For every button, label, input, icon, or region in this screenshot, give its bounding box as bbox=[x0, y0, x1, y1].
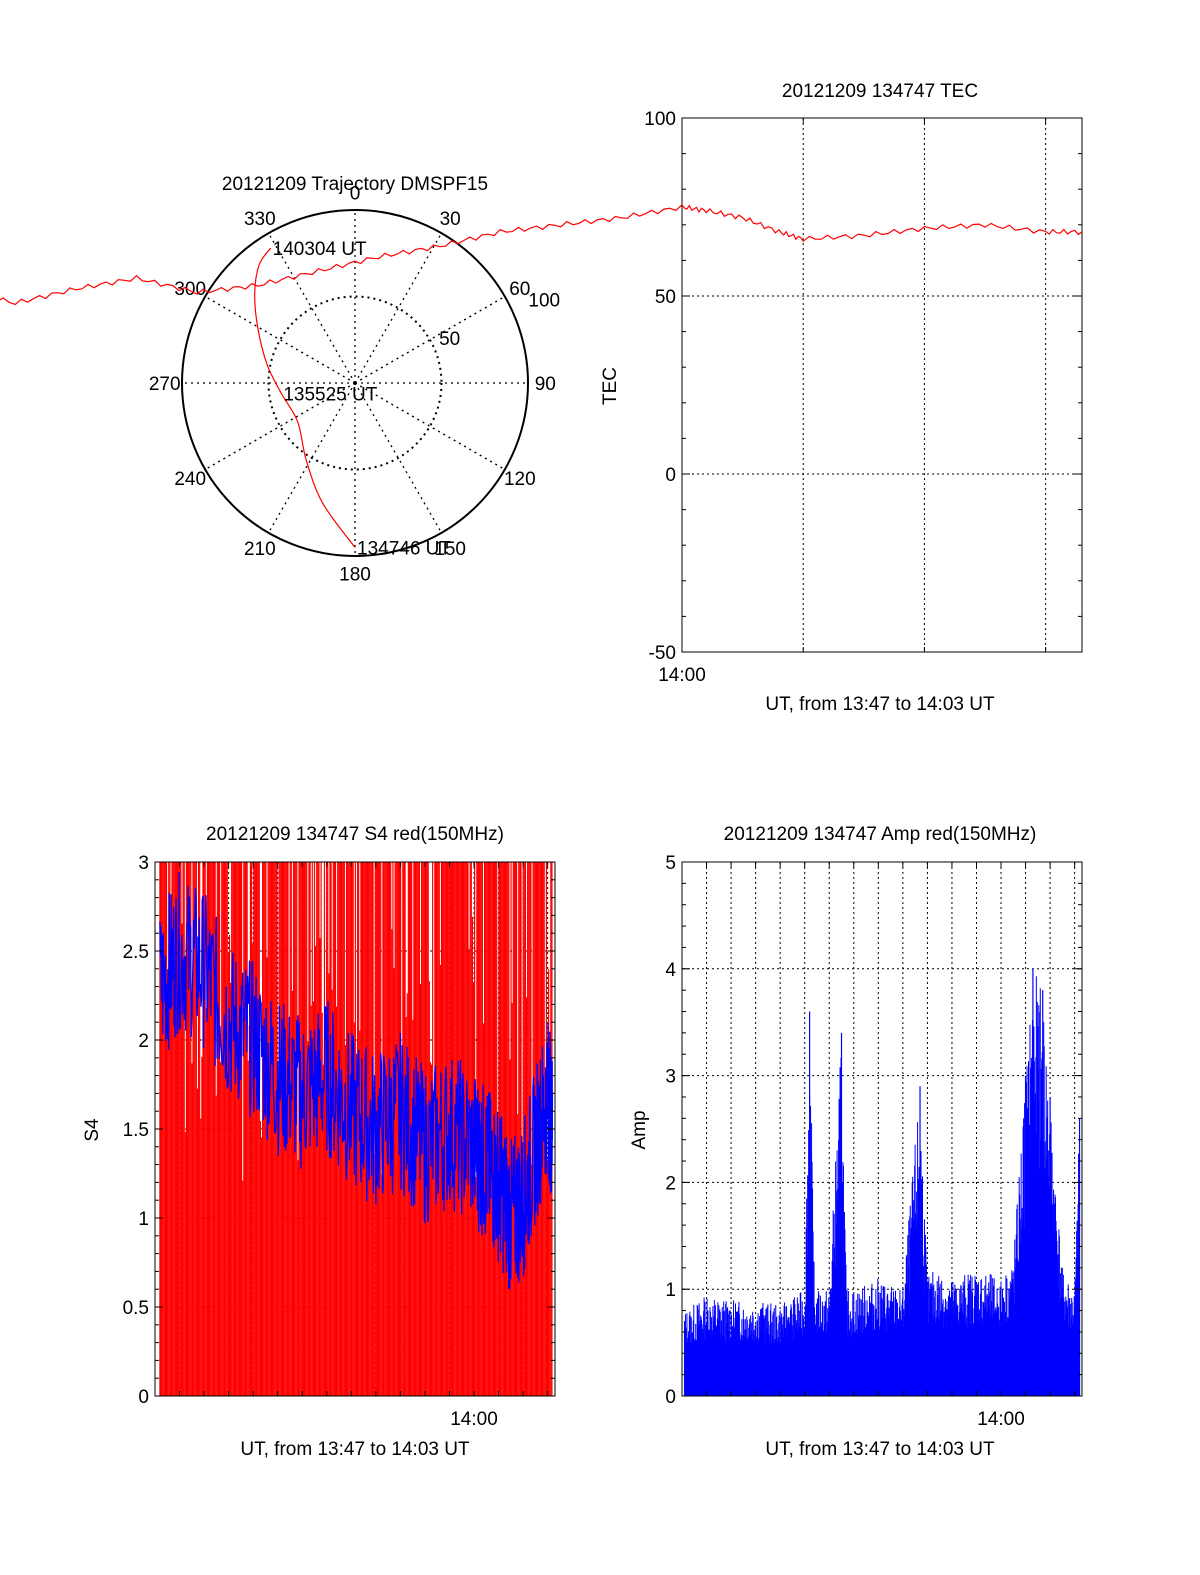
tec-x-ticks: 14:00 bbox=[658, 118, 1047, 686]
y-tick-label: -50 bbox=[649, 643, 676, 664]
y-tick-label: 50 bbox=[655, 287, 676, 308]
polar-spoke bbox=[354, 382, 506, 471]
s4-x-ticks: 14:00 bbox=[154, 862, 549, 1430]
s4-red-series bbox=[159, 862, 553, 1396]
y-tick-label: 2 bbox=[138, 1031, 149, 1052]
polar-angle-label: 60 bbox=[509, 279, 530, 300]
y-tick-label: 0 bbox=[665, 465, 676, 486]
amp-title: 20121209 134747 Amp red(150MHz) bbox=[724, 824, 1037, 845]
y-tick-label: 1 bbox=[665, 1280, 676, 1301]
amp-blue-series bbox=[683, 968, 1081, 1396]
s4-blue-series bbox=[159, 871, 554, 1290]
polar-outer-circle bbox=[181, 209, 529, 557]
tec-grid bbox=[682, 118, 1082, 652]
polar-angle-label: 120 bbox=[504, 469, 536, 490]
polar-angle-label: 270 bbox=[149, 374, 181, 395]
trajectory-time-label: 134746 UT bbox=[357, 538, 451, 559]
tec-y-ticks: -50 0 50 100 bbox=[644, 109, 1082, 664]
s4-title: 20121209 134747 S4 red(150MHz) bbox=[206, 824, 504, 845]
polar-angle-label: 210 bbox=[244, 539, 276, 560]
polar-angle-label: 240 bbox=[174, 469, 206, 490]
s4-panel: 20121209 134747 S4 red(150MHz) 0 0.5 1 1.5 2… bbox=[82, 824, 556, 1460]
amp-plot-frame bbox=[681, 861, 1083, 1397]
amp-panel: 20121209 134747 Amp red(150MHz) 0 1 2 3 4 5 1… bbox=[629, 824, 1083, 1460]
polar-spoke bbox=[267, 232, 356, 384]
y-tick-label: 5 bbox=[665, 853, 676, 874]
polar-angle-label: 0 bbox=[350, 184, 361, 205]
s4-y-ticks: 0 0.5 1 1.5 2 2.5 3 bbox=[123, 853, 555, 1408]
amp-x-axis-label: UT, from 13:47 to 14:03 UT bbox=[765, 1439, 995, 1460]
amp-y-ticks: 0 1 2 3 4 5 bbox=[665, 853, 1082, 1408]
polar-spoke bbox=[267, 382, 356, 534]
y-tick-label: 1 bbox=[138, 1209, 149, 1230]
polar-spokes bbox=[182, 210, 528, 556]
y-tick-label: 1.5 bbox=[123, 1120, 149, 1141]
polar-radial-label: 100 bbox=[528, 291, 560, 312]
y-tick-label: 3 bbox=[138, 853, 149, 874]
y-tick-label: 2.5 bbox=[123, 942, 149, 963]
polar-spoke bbox=[354, 232, 443, 384]
polar-radial-label: 50 bbox=[439, 329, 460, 350]
tec-x-axis-label: UT, from 13:47 to 14:03 UT bbox=[765, 694, 995, 715]
trajectory-time-label: 140304 UT bbox=[273, 239, 367, 260]
trajectory-line bbox=[254, 247, 356, 548]
polar-spoke bbox=[354, 382, 443, 534]
amp-y-axis-label: Amp bbox=[629, 1110, 650, 1149]
polar-angle-label: 300 bbox=[174, 279, 206, 300]
polar-title: 20121209 Trajectory DMSPF15 bbox=[222, 174, 488, 195]
polar-angle-label: 30 bbox=[440, 209, 461, 230]
x-tick-label: 14:00 bbox=[977, 1409, 1025, 1430]
s4-x-axis-label: UT, from 13:47 to 14:03 UT bbox=[240, 1439, 470, 1460]
polar-inner-circle bbox=[267, 295, 443, 471]
y-tick-label: 2 bbox=[665, 1173, 676, 1194]
polar-angle-label: 330 bbox=[244, 209, 276, 230]
polar-trajectory-panel: 20121209 Trajectory DMSPF15 0 30 60 90 120 15… bbox=[149, 174, 560, 585]
polar-spoke bbox=[204, 382, 356, 471]
tec-y-axis-label: TEC bbox=[600, 367, 621, 405]
polar-angle-label: 150 bbox=[434, 539, 466, 560]
polar-spoke bbox=[354, 295, 506, 384]
trajectory-time-label: 135525 UT bbox=[283, 384, 377, 405]
polar-angle-label: 180 bbox=[339, 564, 371, 585]
s4-blue-line bbox=[159, 871, 554, 1290]
y-tick-label: 4 bbox=[665, 960, 676, 981]
polar-angle-labels: 0 30 60 90 120 150 180 210 240 270 300 330 bbox=[149, 184, 556, 586]
x-tick-label: 14:00 bbox=[658, 665, 706, 686]
y-tick-label: 3 bbox=[665, 1067, 676, 1088]
tec-plot-frame bbox=[681, 117, 1083, 653]
polar-spoke bbox=[204, 295, 356, 384]
polar-radial-labels: 50 100 bbox=[439, 291, 560, 350]
polar-angle-label: 90 bbox=[535, 374, 556, 395]
y-tick-label: 100 bbox=[644, 109, 676, 130]
y-tick-label: 0 bbox=[138, 1387, 149, 1408]
y-tick-label: 0 bbox=[665, 1387, 676, 1408]
tec-series-line bbox=[0, 203, 1083, 306]
y-tick-label: 0.5 bbox=[123, 1298, 149, 1319]
trajectory-annotations: 134746 UT 135525 UT 140304 UT bbox=[273, 239, 452, 559]
amp-x-ticks: 14:00 bbox=[681, 862, 1076, 1430]
x-tick-label: 14:00 bbox=[450, 1409, 498, 1430]
tec-title: 20121209 134747 TEC bbox=[782, 81, 978, 102]
s4-y-axis-label: S4 bbox=[82, 1118, 103, 1142]
